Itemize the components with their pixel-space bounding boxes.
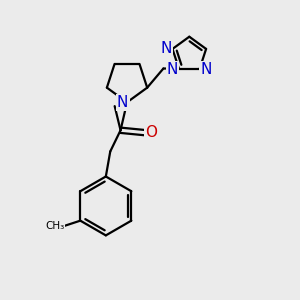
- Text: CH₃: CH₃: [45, 221, 64, 231]
- Text: N: N: [160, 41, 172, 56]
- Text: N: N: [117, 95, 128, 110]
- Text: O: O: [145, 124, 157, 140]
- Text: N: N: [167, 62, 178, 77]
- Text: N: N: [200, 62, 212, 77]
